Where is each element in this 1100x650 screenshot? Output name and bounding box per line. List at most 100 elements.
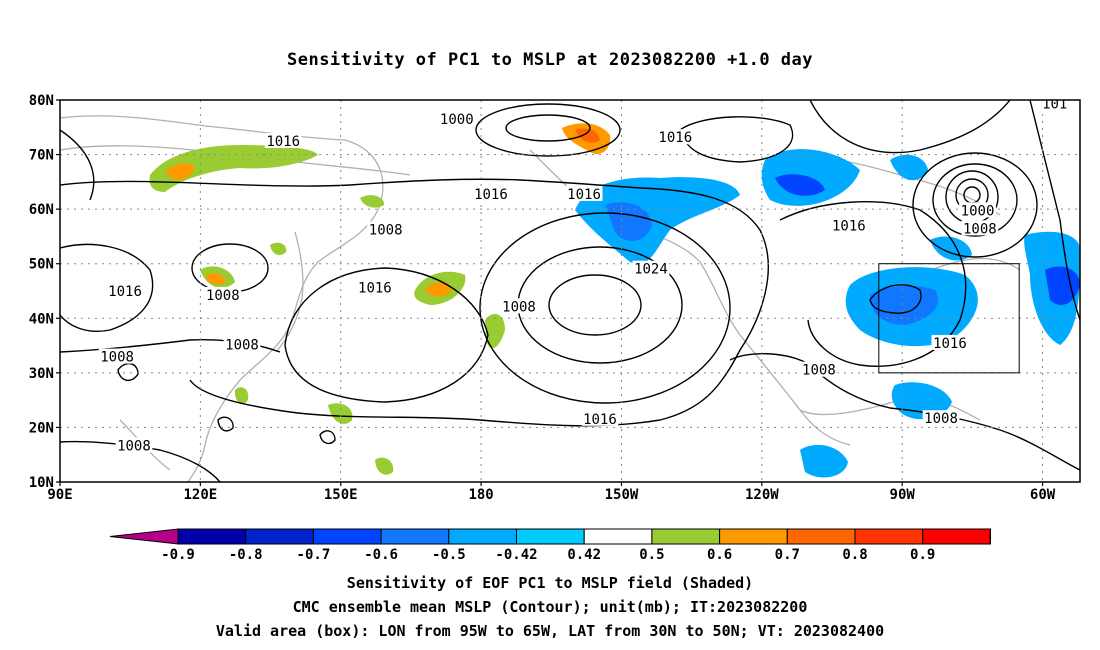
lon-label: 90W xyxy=(890,487,916,503)
colorbar-label: -0.7 xyxy=(297,547,331,563)
map-layers: 1000 1016 1016 101 1016 1016 1000 1008 1016 1008 1… xyxy=(60,100,1080,482)
caption-line-3: Valid area (box): LON from 95W to 65W, L… xyxy=(215,622,885,640)
shade-kamchatka xyxy=(360,195,385,208)
contour-label-bg xyxy=(115,437,153,453)
contour-label-bg xyxy=(472,185,510,201)
contour-label-bg xyxy=(632,260,670,276)
mslp-contours xyxy=(60,100,1080,482)
contour-label-bg xyxy=(356,279,394,295)
colorbar-label: -0.8 xyxy=(229,547,263,563)
colorbar-swatch xyxy=(516,528,585,545)
contour-1016-north xyxy=(60,178,641,189)
contour-label-bg xyxy=(800,361,838,377)
shade-south-china-sea xyxy=(234,387,249,404)
contour-arctic-ridge xyxy=(809,100,1011,154)
colorbar-swatch xyxy=(583,528,653,545)
contour-label-bg xyxy=(106,283,144,299)
contour-label-bg xyxy=(264,133,302,149)
contour-label: 1016 xyxy=(658,130,692,146)
contour-label: 1016 xyxy=(474,187,508,203)
colorbar-swatch xyxy=(448,528,517,545)
lat-label: 40N xyxy=(29,311,54,327)
lon-label: 120E xyxy=(184,487,218,503)
colorbar-arrow-left xyxy=(109,528,179,545)
lat-label: 80N xyxy=(29,93,54,109)
contour-label: 1008 xyxy=(206,288,240,304)
contour-label: 1008 xyxy=(924,411,958,427)
contour-1024 xyxy=(479,212,731,404)
colorbar-swatch xyxy=(177,528,247,545)
contour-label: 1008 xyxy=(100,350,134,366)
contour-labels: 1000 1016 1016 101 1016 1016 1000 1008 1016 1008 1… xyxy=(98,100,1070,455)
contour-1008-gulf xyxy=(729,352,1080,471)
lat-label: 50N xyxy=(29,257,54,273)
colorbar-swatch xyxy=(651,528,721,545)
lon-label: 150E xyxy=(324,487,358,503)
lat-label: 60N xyxy=(29,202,54,218)
colorbar-label: 0.8 xyxy=(842,547,867,563)
contour-west-edge xyxy=(60,129,95,201)
contour-small-low-1 xyxy=(117,363,139,381)
colorbar-label: -0.9 xyxy=(161,547,195,563)
contour-label-bg xyxy=(223,336,261,352)
shade-central-pacific xyxy=(485,314,505,349)
colorbar-swatch xyxy=(380,528,450,545)
contour-1016-west-pacific xyxy=(284,267,489,403)
contour-small-low-2 xyxy=(319,430,336,445)
contour-label: 1016 xyxy=(358,280,392,296)
lon-label: 90E xyxy=(47,487,72,503)
contour-1016-valid-area xyxy=(779,201,967,367)
contour-1016-east xyxy=(189,187,769,427)
gridlines xyxy=(60,100,1080,482)
colorbar-swatch xyxy=(245,528,314,545)
shade-east-pacific xyxy=(800,444,848,478)
colorbar-swatch xyxy=(312,528,382,545)
colorbar-swatch xyxy=(854,528,924,545)
contour-label: 1008 xyxy=(502,299,536,315)
contour-arctic-low-inner xyxy=(505,114,591,142)
contour-label: 1024 xyxy=(634,262,668,278)
contour-label-bg xyxy=(931,334,969,350)
contour-label: 1008 xyxy=(117,439,151,455)
lon-label: 150W xyxy=(605,487,639,503)
shade-manchuria-orange xyxy=(205,273,226,285)
shade-atlantic-core xyxy=(1045,266,1080,305)
shade-siberia-orange xyxy=(165,163,195,180)
shade-gulf-alaska-core xyxy=(605,202,652,242)
shade-labrador xyxy=(930,236,972,261)
shade-arctic-core xyxy=(575,128,600,143)
caption-line-1: Sensitivity of EOF PC1 to MSLP field (Sh… xyxy=(346,574,754,592)
positive-shading xyxy=(149,123,611,475)
contour-1016-atlantic xyxy=(1029,100,1080,321)
shade-west-pacific xyxy=(328,403,353,424)
contour-label-bg xyxy=(565,185,603,201)
contour-label-bg xyxy=(656,129,694,145)
colorbar-swatch xyxy=(922,528,991,545)
contour-label-bg xyxy=(500,298,538,314)
contour-label: 1008 xyxy=(963,221,997,237)
colorbar-label: 0.6 xyxy=(707,547,732,563)
contour-label-bg xyxy=(961,220,999,236)
colorbar-label: -0.6 xyxy=(364,547,398,563)
lon-label: 180 xyxy=(468,487,493,503)
lat-label: 70N xyxy=(29,148,54,164)
colorbar-label: -0.5 xyxy=(432,547,466,563)
contour-valid-area-low xyxy=(869,284,922,314)
contour-label: 1008 xyxy=(225,338,259,354)
contour-label-bg xyxy=(922,410,960,426)
colorbar-label: 0.9 xyxy=(910,547,935,563)
contour-label: 1000 xyxy=(961,203,995,219)
colorbar-label: 0.42 xyxy=(567,547,601,563)
colorbar-label: 0.7 xyxy=(775,547,800,563)
shade-north-pacific-orange xyxy=(425,282,452,297)
colorbar-swatch xyxy=(719,528,788,545)
contour-label: 1016 xyxy=(108,284,142,300)
contour-label: 1016 xyxy=(266,134,300,150)
contour-1016-beaufort xyxy=(679,116,794,163)
contour-label: 1000 xyxy=(440,112,474,128)
contour-label-bg xyxy=(98,348,136,364)
caption-line-2: CMC ensemble mean MSLP (Contour); unit(m… xyxy=(292,598,808,616)
lat-label: 10N xyxy=(29,475,54,491)
